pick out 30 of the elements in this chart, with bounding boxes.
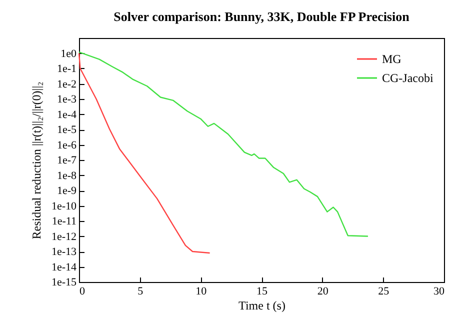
x-tick-label: 25 <box>378 286 390 298</box>
y-tick-label: 1e-9 <box>56 185 77 197</box>
x-tick-label: 0 <box>80 286 86 298</box>
legend-label: CG-Jacobi <box>382 71 434 85</box>
y-tick-label: 1e-3 <box>56 94 77 106</box>
y-tick-label: 1e-14 <box>51 261 77 274</box>
y-axis-title: Residual reduction ||r(t)||₂/||r(0)||₂ <box>29 82 44 240</box>
x-tick-label: 15 <box>256 286 268 298</box>
y-tick-label: 1e-6 <box>56 139 77 152</box>
y-tick-label: 1e-2 <box>56 78 76 90</box>
legend-label: MG <box>382 52 402 66</box>
line-series <box>78 51 369 237</box>
y-tick-label: 1e-11 <box>52 216 76 228</box>
x-tick-label: 5 <box>138 286 144 298</box>
y-tick-label: 1e-10 <box>51 200 77 212</box>
chart-title: Solver comparison: Bunny, 33K, Double FP Precision <box>114 9 410 24</box>
y-tick-label: 1e-7 <box>56 154 77 166</box>
x-tick-label: 10 <box>196 286 208 298</box>
x-tick-label: 30 <box>434 286 445 298</box>
line-series <box>78 52 210 254</box>
y-tick-label: 1e-5 <box>56 124 77 136</box>
y-tick-label: 1e-13 <box>51 246 77 258</box>
x-axis-title: Time t (s) <box>238 298 286 312</box>
y-tick-label: 1e-4 <box>56 108 77 121</box>
y-tick-label: 1e-15 <box>51 276 77 288</box>
y-tick-label: 1e-8 <box>56 170 77 182</box>
y-tick-label: 1e-1 <box>56 63 76 75</box>
y-tick-label: 1e0 <box>60 48 77 60</box>
x-tick-label: 20 <box>317 286 329 298</box>
y-tick-label: 1e-12 <box>51 230 76 243</box>
